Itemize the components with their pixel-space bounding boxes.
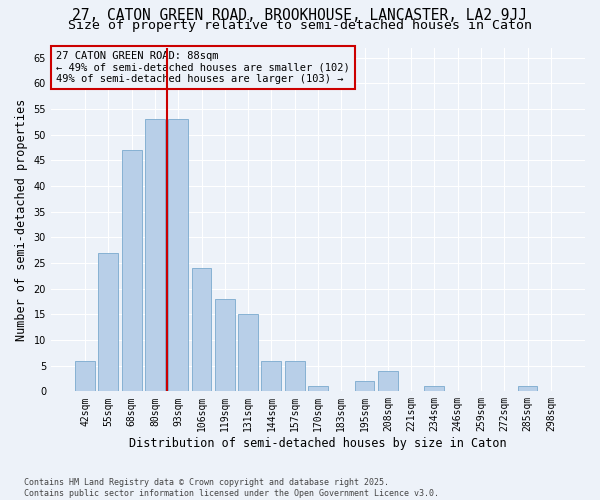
Bar — [262, 360, 281, 392]
Text: Contains HM Land Registry data © Crown copyright and database right 2025.
Contai: Contains HM Land Registry data © Crown c… — [24, 478, 439, 498]
Bar — [238, 314, 258, 392]
Text: Size of property relative to semi-detached houses in Caton: Size of property relative to semi-detach… — [68, 19, 532, 32]
Bar — [169, 120, 188, 392]
Bar — [378, 371, 398, 392]
Bar — [285, 360, 305, 392]
Bar — [308, 386, 328, 392]
Bar — [145, 120, 165, 392]
Text: 27 CATON GREEN ROAD: 88sqm
← 49% of semi-detached houses are smaller (102)
49% o: 27 CATON GREEN ROAD: 88sqm ← 49% of semi… — [56, 51, 350, 84]
Bar — [75, 360, 95, 392]
Bar — [122, 150, 142, 392]
Bar — [215, 299, 235, 392]
Bar — [98, 253, 118, 392]
Bar — [191, 268, 211, 392]
Text: 27, CATON GREEN ROAD, BROOKHOUSE, LANCASTER, LA2 9JJ: 27, CATON GREEN ROAD, BROOKHOUSE, LANCAS… — [73, 8, 527, 22]
Bar — [355, 381, 374, 392]
Bar — [518, 386, 538, 392]
Y-axis label: Number of semi-detached properties: Number of semi-detached properties — [15, 98, 28, 340]
X-axis label: Distribution of semi-detached houses by size in Caton: Distribution of semi-detached houses by … — [129, 437, 507, 450]
Bar — [424, 386, 444, 392]
